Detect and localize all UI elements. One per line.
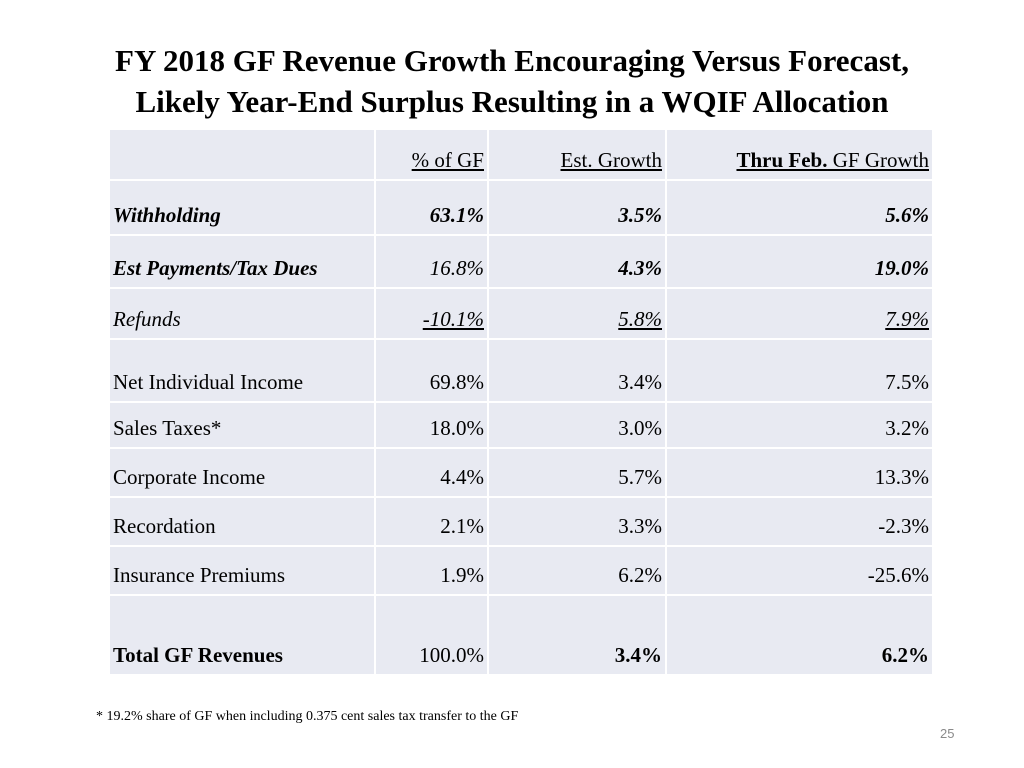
row-share: 100.0% xyxy=(374,594,489,676)
row-label: Net Individual Income xyxy=(108,338,376,403)
row-est-growth: 3.3% xyxy=(487,496,667,547)
row-thru-feb: 3.2% xyxy=(665,401,934,449)
row-share: 63.1% xyxy=(374,179,489,236)
slide-title-line-2: Likely Year-End Surplus Resulting in a W… xyxy=(135,84,889,119)
row-label: Total GF Revenues xyxy=(108,594,376,676)
row-label: Insurance Premiums xyxy=(108,545,376,596)
table-header-row: % of GF Est. Growth Thru Feb. GF Growth xyxy=(108,128,934,181)
row-est-growth: 3.4% xyxy=(487,338,667,403)
row-est-growth: 5.7% xyxy=(487,447,667,498)
header-share-of-gf: % of GF xyxy=(374,128,489,181)
row-est-growth: 4.3% xyxy=(487,234,667,289)
header-est-growth: Est. Growth xyxy=(487,128,667,181)
table-row-est-payments: Est Payments/Tax Dues 16.8% 4.3% 19.0% xyxy=(108,234,934,289)
row-est-growth: 3.4% xyxy=(487,594,667,676)
row-thru-feb: 7.5% xyxy=(665,338,934,403)
row-est-growth: 5.8% xyxy=(487,287,667,340)
row-share: 69.8% xyxy=(374,338,489,403)
row-label: Est Payments/Tax Dues xyxy=(108,234,376,289)
row-est-growth: 3.5% xyxy=(487,179,667,236)
row-thru-feb: 7.9% xyxy=(665,287,934,340)
row-label: Sales Taxes* xyxy=(108,401,376,449)
revenue-table: % of GF Est. Growth Thru Feb. GF Growth … xyxy=(108,128,934,676)
table-row-corporate-income: Corporate Income 4.4% 5.7% 13.3% xyxy=(108,447,934,498)
row-thru-feb: 19.0% xyxy=(665,234,934,289)
slide-title-line-1: FY 2018 GF Revenue Growth Encouraging Ve… xyxy=(115,43,909,78)
header-thru-feb-rest: GF Growth xyxy=(827,148,929,172)
table-row-total: Total GF Revenues 100.0% 3.4% 6.2% xyxy=(108,594,934,676)
row-thru-feb: 13.3% xyxy=(665,447,934,498)
row-thru-feb: -25.6% xyxy=(665,545,934,596)
row-share: 4.4% xyxy=(374,447,489,498)
row-thru-feb: -2.3% xyxy=(665,496,934,547)
table-row-recordation: Recordation 2.1% 3.3% -2.3% xyxy=(108,496,934,547)
header-thru-feb-growth: Thru Feb. GF Growth xyxy=(665,128,934,181)
table-row-net-individual-income: Net Individual Income 69.8% 3.4% 7.5% xyxy=(108,338,934,403)
row-share: 1.9% xyxy=(374,545,489,596)
row-thru-feb: 6.2% xyxy=(665,594,934,676)
footnote: * 19.2% share of GF when including 0.375… xyxy=(96,709,519,724)
row-share: 16.8% xyxy=(374,234,489,289)
row-thru-feb: 5.6% xyxy=(665,179,934,236)
row-share: -10.1% xyxy=(374,287,489,340)
header-thru-feb-bold: Thru Feb. xyxy=(736,148,828,172)
row-label: Refunds xyxy=(108,287,376,340)
row-est-growth: 3.0% xyxy=(487,401,667,449)
header-empty-cell xyxy=(108,128,376,181)
row-label: Recordation xyxy=(108,496,376,547)
slide-title: FY 2018 GF Revenue Growth Encouraging Ve… xyxy=(0,40,1024,122)
table-row-withholding: Withholding 63.1% 3.5% 5.6% xyxy=(108,179,934,236)
row-label: Withholding xyxy=(108,179,376,236)
table-row-insurance-premiums: Insurance Premiums 1.9% 6.2% -25.6% xyxy=(108,545,934,596)
row-share: 2.1% xyxy=(374,496,489,547)
table-row-sales-taxes: Sales Taxes* 18.0% 3.0% 3.2% xyxy=(108,401,934,449)
row-est-growth: 6.2% xyxy=(487,545,667,596)
row-label: Corporate Income xyxy=(108,447,376,498)
table-row-refunds: Refunds -10.1% 5.8% 7.9% xyxy=(108,287,934,340)
row-share: 18.0% xyxy=(374,401,489,449)
page-number: 25 xyxy=(940,726,955,741)
